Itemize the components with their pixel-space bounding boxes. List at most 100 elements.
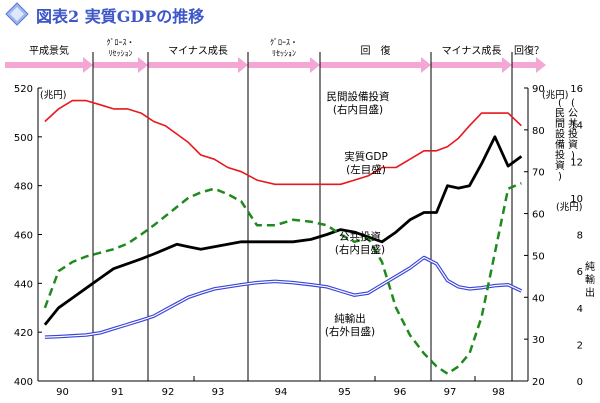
phase-label: マイナス成長 [168, 45, 228, 57]
phase-arrow [248, 57, 320, 73]
annotation-gdp: 実質GDP(左目盛) [344, 150, 388, 176]
x-axis-tick-label: 97 [444, 387, 457, 398]
phase-2: マイナス成長 [148, 45, 248, 73]
series-lines [43, 99, 523, 375]
phase-6: 回復？ [512, 44, 546, 73]
phase-label-line1: ｸﾞﾛｰｽ・ [270, 38, 298, 47]
right-axis-1-title-col1: (公共投資) [568, 98, 578, 162]
axis-ticks: 400 420 440 460 480 500 520 20 30 40 50 60 70 80 90 0 2 4… [14, 84, 583, 398]
phase-0: 平成景気 [5, 44, 93, 73]
chart-title: 図表2 実質GDPの推移 [36, 7, 204, 26]
vertical-axis-titles: (公共投資)(民間設備投資)純輸出 [555, 98, 595, 299]
right-axis-1-tick-label: 60 [532, 210, 545, 221]
x-axis-tick-label: 95 [338, 387, 351, 398]
annotation-line2: (右内目盛) [335, 243, 385, 256]
annotation-line2: (右内目盛) [333, 103, 383, 116]
right-axis-1-tick-label: 70 [532, 168, 545, 179]
series-line-net_exports [43, 182, 522, 375]
right-axis-1-title-col1-char: 公 [568, 109, 578, 120]
right-axis-1-title-col1-char: 投 [568, 128, 578, 141]
phase-divider-lines [92, 52, 513, 381]
right-axis-2-tick-label: 4 [577, 304, 583, 315]
x-axis-tick-label: 98 [492, 387, 505, 398]
phase-5: マイナス成長 [431, 45, 512, 73]
annotation-public_investment: 公共投資(右内目盛) [335, 230, 385, 256]
right-axis-2-tick-label: 14 [570, 121, 583, 132]
phase-label: 回 復 [361, 44, 391, 57]
phase-label: マイナス成長 [442, 45, 502, 57]
x-axis-tick-label: 94 [275, 387, 288, 398]
annotation-line1: 純輸出 [334, 312, 366, 325]
annotation-line1: 公共投資 [339, 230, 381, 243]
right-axis-2-tick-label: 2 [577, 340, 583, 351]
right-axis-1-title-col2-char: 資 [555, 160, 565, 172]
right-axis-2-tick-label: 8 [577, 231, 583, 242]
annotation-line1: 民間設備投資 [327, 90, 390, 103]
phase-arrow [320, 57, 431, 73]
right-axis-2-tick-label: 0 [577, 377, 583, 388]
right-axis-1-title-col1-char: 共 [568, 118, 578, 130]
right-axis-1-title-col2: (民間設備投資) [555, 98, 565, 183]
right-axis-2-title-char: 出 [585, 286, 595, 299]
x-axis-tick-label: 93 [212, 387, 225, 398]
right-axis-1-tick-label: 80 [532, 126, 545, 137]
annotation-net_exports: 純輸出(右外目盛) [325, 312, 375, 338]
right-axis-2-title-char: 純 [585, 260, 595, 273]
phase-arrows: 平成景気 ｸﾞﾛｰｽ・ ﾘｾｯｼｮﾝ マイナス成長 ｸﾞﾛｰｽ・ ﾘｾｯｼｮﾝ 回 復 マイナ… [5, 38, 546, 73]
annotation-line1: 実質GDP [344, 150, 388, 163]
series-line-gdp [43, 135, 523, 326]
right-axis-2-unit: (兆円) [556, 202, 582, 213]
right-axis-1-title-col2-char: 間 [555, 118, 565, 130]
series-annotations: 民間設備投資(右内目盛)実質GDP(左目盛)公共投資(右内目盛)純輸出(右外目盛… [325, 90, 390, 338]
left-axis-tick-label: 500 [14, 133, 33, 144]
right-axis-1-title-col2-char: 民 [555, 108, 565, 120]
right-axis-1-title-col2-char: 投 [555, 149, 565, 162]
x-axis-tick-label: 90 [56, 387, 69, 398]
x-axis-tick-label: 91 [111, 387, 124, 398]
phase-label: 平成景気 [29, 44, 69, 57]
left-axis-tick-label: 440 [14, 279, 33, 290]
phase-label-line2: ﾘｾｯｼｮﾝ [272, 49, 296, 58]
right-axis-2-tick-label: 12 [570, 157, 583, 168]
right-axis-1-title-col2-char: ) [558, 172, 562, 183]
x-axis-tick-label: 96 [394, 387, 407, 398]
annotation-private_investment: 民間設備投資(右内目盛) [327, 90, 390, 116]
series-private_investment [44, 99, 522, 186]
right-axis-1-unit: (兆円) [542, 90, 568, 101]
series-line-public_investment-inner [44, 256, 522, 338]
phase-arrow [93, 57, 148, 73]
series-net_exports [43, 182, 522, 375]
right-axis-1-tick-label: 20 [532, 377, 545, 388]
phase-label-line2: ﾘｾｯｼｮﾝ [109, 49, 133, 58]
annotation-line2: (右外目盛) [325, 325, 375, 338]
phase-arrow [512, 57, 546, 73]
right-axis-1-tick-label: 40 [532, 293, 545, 304]
right-axis-1-tick-label: 30 [532, 335, 545, 346]
phase-4: 回 復 [320, 44, 431, 73]
right-axis-2-tick-label: 16 [570, 84, 583, 95]
right-axis-1-title-col2-char: ( [558, 98, 562, 109]
diamond-icon [5, 2, 29, 26]
phase-arrow [5, 57, 93, 73]
phase-1: ｸﾞﾛｰｽ・ ﾘｾｯｼｮﾝ [93, 38, 148, 73]
left-axis-tick-label: 460 [14, 231, 33, 242]
right-axis-1-tick-label: 50 [532, 251, 545, 262]
phase-label-line1: ｸﾞﾛｰｽ・ [107, 38, 135, 47]
right-axis-2-title-char: 輸 [585, 273, 595, 286]
left-axis-tick-label: 420 [14, 328, 33, 339]
left-axis-unit: (兆円) [40, 90, 66, 101]
right-axis-2-tick-label: 10 [570, 194, 583, 205]
title-group: 図表2 実質GDPの推移 [5, 2, 204, 26]
right-axis-2-title: 純輸出 [585, 260, 595, 299]
right-axis-1-title-col1-char: ) [571, 151, 575, 162]
right-axis-1-title-col1-char: ( [571, 98, 575, 109]
series-gdp [43, 135, 523, 326]
right-axis-1-title-col2-char: 備 [555, 138, 565, 151]
right-axis-1-title-col1-char: 資 [568, 139, 578, 151]
annotation-line2: (左目盛) [346, 163, 386, 176]
right-axis-1-title-col2-char: 設 [555, 128, 565, 141]
phase-arrow [431, 57, 512, 73]
left-axis-tick-label: 480 [14, 182, 33, 193]
phase-3: ｸﾞﾛｰｽ・ ﾘｾｯｼｮﾝ [248, 38, 320, 73]
